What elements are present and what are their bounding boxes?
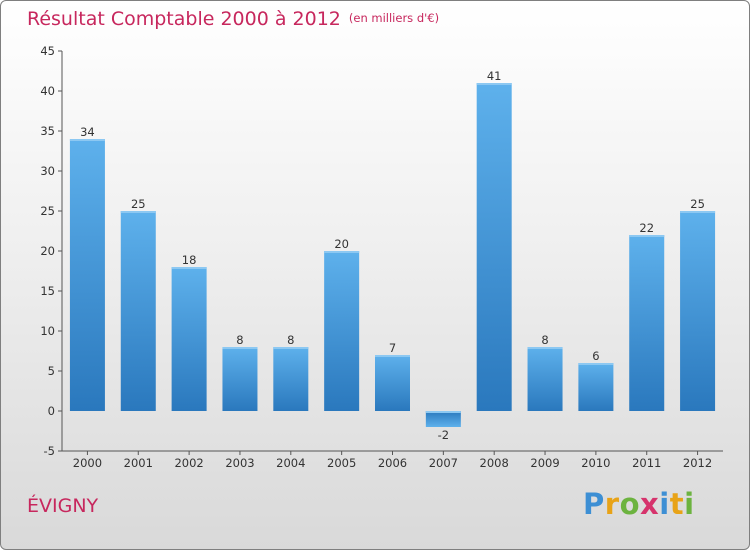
- y-tick-label: 40: [40, 84, 55, 98]
- x-tick-label: 2009: [530, 456, 559, 470]
- x-tick-label: 2011: [632, 456, 661, 470]
- bar: [69, 139, 105, 411]
- logo-letter: i: [659, 487, 670, 521]
- x-tick-label: 2008: [480, 456, 509, 470]
- data-label: -2: [438, 428, 449, 442]
- bar-top-edge: [375, 355, 410, 357]
- bars: [69, 83, 716, 427]
- logo-letter: i: [684, 487, 695, 521]
- bar-top-edge: [629, 235, 665, 237]
- logo-letter: o: [619, 487, 641, 521]
- data-label: 25: [131, 197, 146, 211]
- bar: [578, 363, 614, 411]
- x-tick-label: 2006: [378, 456, 407, 470]
- bar: [680, 211, 716, 411]
- x-tick-label: 2000: [73, 456, 102, 470]
- x-tick-label: 2001: [124, 456, 153, 470]
- bar: [171, 267, 207, 411]
- chart-title: Résultat Comptable 2000 à 2012 (en millie…: [27, 8, 439, 30]
- bar: [629, 235, 665, 411]
- bar-top-edge: [680, 211, 716, 213]
- data-label: 18: [182, 253, 197, 267]
- x-tick-label: 2007: [429, 456, 458, 470]
- bar: [120, 211, 156, 411]
- data-label: 8: [541, 333, 548, 347]
- bar: [476, 83, 512, 411]
- y-tick-label: 15: [40, 284, 55, 298]
- bar-top-edge: [222, 347, 258, 349]
- axes: -5 0 5 10 15 20 25 30 35 40 45 2000 2001 2002 2003 2004…: [40, 44, 723, 470]
- logo-letter: t: [669, 487, 685, 521]
- data-label: 8: [287, 333, 294, 347]
- data-label: 41: [487, 69, 502, 83]
- bar: [273, 347, 309, 411]
- x-tick-label: 2005: [327, 456, 356, 470]
- title-unit: (en milliers d'€): [348, 11, 440, 25]
- bar-top-edge: [425, 411, 461, 413]
- y-tick-label: 30: [40, 164, 55, 178]
- commune-name: ÉVIGNY: [27, 495, 99, 517]
- y-tick-label: 0: [48, 404, 55, 418]
- proxiti-logo: Proxiti: [583, 487, 695, 521]
- bar-top-edge: [171, 267, 207, 269]
- y-tick-label: 20: [40, 244, 55, 258]
- bar: [324, 251, 360, 411]
- bar-top-edge: [324, 251, 360, 253]
- x-tick-label: 2002: [174, 456, 203, 470]
- data-label: 34: [80, 125, 95, 139]
- y-tick-label: 35: [40, 124, 55, 138]
- y-tick-label: 25: [40, 204, 55, 218]
- y-tick-label: 5: [48, 364, 55, 378]
- title-text: Résultat Comptable 2000 à 2012: [27, 8, 341, 30]
- data-label: 6: [592, 349, 599, 363]
- value-labels: 34 25 18 8 8 20 7 -2 41 8 6 22 25: [80, 69, 705, 442]
- x-tick-label: 2004: [276, 456, 305, 470]
- logo-letter: r: [604, 487, 620, 521]
- y-tick-label: -5: [44, 444, 55, 458]
- x-tick-label: 2003: [225, 456, 254, 470]
- bar: [425, 411, 461, 427]
- x-tick-label: 2010: [581, 456, 610, 470]
- data-label: 7: [389, 341, 396, 355]
- data-label: 25: [690, 197, 705, 211]
- logo-letter: P: [583, 487, 605, 521]
- bar-top-edge: [120, 211, 156, 213]
- bar-top-edge: [578, 363, 614, 365]
- data-label: 8: [236, 333, 243, 347]
- bar-top-edge: [69, 139, 105, 141]
- bar: [527, 347, 563, 411]
- data-label: 22: [639, 221, 654, 235]
- bar: [222, 347, 258, 411]
- logo-letter: x: [640, 487, 660, 521]
- bar-top-edge: [476, 83, 512, 85]
- bar-top-edge: [273, 347, 309, 349]
- bar: [375, 355, 410, 411]
- data-label: 20: [334, 237, 349, 251]
- x-tick-label: 2012: [683, 456, 712, 470]
- bar-top-edge: [527, 347, 563, 349]
- y-tick-label: 45: [40, 44, 55, 58]
- y-tick-label: 10: [40, 324, 55, 338]
